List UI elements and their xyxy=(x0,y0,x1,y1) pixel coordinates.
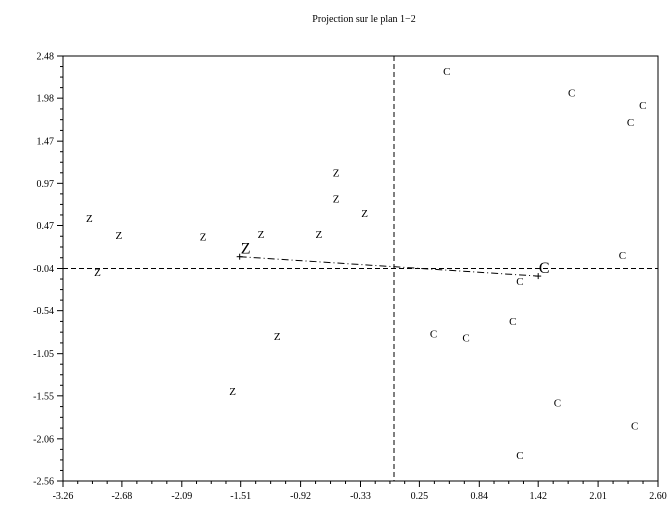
data-point: C xyxy=(639,100,646,112)
data-point: Z xyxy=(333,167,340,179)
data-point: C xyxy=(430,328,437,340)
data-point: Z xyxy=(361,208,368,220)
data-point: C xyxy=(443,66,450,78)
x-tick-label: -2.09 xyxy=(171,491,192,502)
data-point: Z xyxy=(115,230,122,242)
x-tick-label: 2.01 xyxy=(589,491,607,502)
data-point: C xyxy=(509,316,516,328)
y-tick-label: 1.47 xyxy=(37,137,55,148)
data-point: Z xyxy=(86,213,93,225)
centroid-line xyxy=(239,256,539,277)
y-tick-label: 0.47 xyxy=(37,221,55,232)
y-tick-label: -1.55 xyxy=(33,391,54,402)
centroid-connector xyxy=(236,253,542,280)
x-tick-label: -0.92 xyxy=(290,491,311,502)
y-axis-ticks: 2.48 1.98 1.47 0.97 0.47 -0.04 -0.54 -1.05 -1.55… xyxy=(33,52,63,488)
x-tick-label: -3.26 xyxy=(53,491,74,502)
y-tick-label: 2.48 xyxy=(37,52,55,63)
x-tick-label: -2.68 xyxy=(111,491,132,502)
data-point: Z xyxy=(200,231,207,243)
data-point: C xyxy=(554,398,561,410)
x-axis-ticks: -3.26 -2.68 -2.09 -1.51 -0.92 -0.33 0.25 0.84 1.… xyxy=(53,481,667,502)
reference-lines xyxy=(63,56,658,481)
x-tick-label: -0.33 xyxy=(350,491,371,502)
centroid-label: Z xyxy=(241,241,251,258)
data-point: Z xyxy=(229,386,236,398)
data-point: Z xyxy=(316,229,323,241)
data-point: C xyxy=(627,117,634,129)
y-tick-label: -0.54 xyxy=(33,306,54,317)
y-tick-label: 1.98 xyxy=(37,94,55,105)
data-point: C xyxy=(462,333,469,345)
data-point: C xyxy=(619,250,626,262)
y-tick-label: 0.97 xyxy=(37,179,55,190)
y-tick-label: -2.06 xyxy=(33,434,54,445)
data-point: C xyxy=(516,450,523,462)
data-point: Z xyxy=(274,331,281,343)
x-tick-label: -1.51 xyxy=(230,491,251,502)
x-tick-label: 1.42 xyxy=(529,491,547,502)
y-tick-label: -1.05 xyxy=(33,349,54,360)
data-point: C xyxy=(568,87,575,99)
x-tick-label: 0.84 xyxy=(471,491,489,502)
data-point: Z xyxy=(258,229,265,241)
data-point: Z xyxy=(333,194,340,206)
x-tick-label: 2.60 xyxy=(649,491,667,502)
data-point: Z xyxy=(94,267,101,279)
y-tick-label: -2.56 xyxy=(33,477,54,488)
chart-title: Projection sur le plan 1−2 xyxy=(312,14,415,25)
data-point: C xyxy=(631,420,638,432)
centroid-label: C xyxy=(539,260,550,277)
y-tick-label: -0.04 xyxy=(33,264,54,275)
x-tick-label: 0.25 xyxy=(411,491,429,502)
data-point: C xyxy=(516,276,523,288)
